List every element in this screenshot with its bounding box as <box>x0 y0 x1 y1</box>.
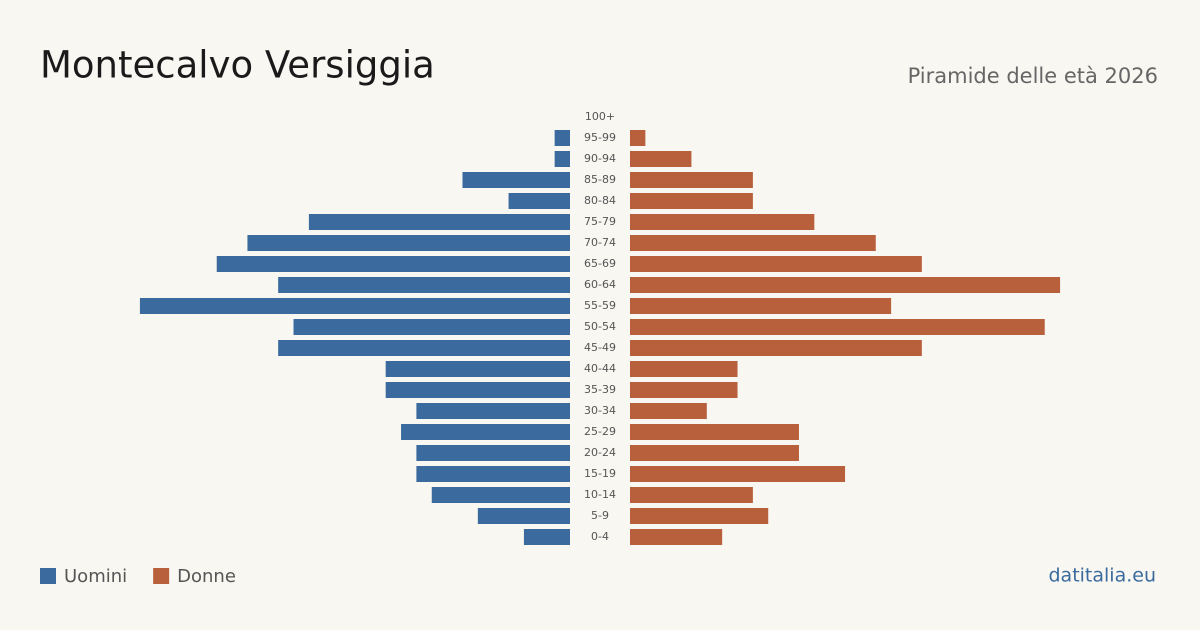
bar <box>630 403 707 419</box>
bar <box>630 298 892 314</box>
bar <box>630 445 799 461</box>
bar <box>385 382 570 398</box>
bar <box>630 151 692 167</box>
bar <box>139 298 571 314</box>
bar <box>278 277 570 293</box>
age-label: 40-44 <box>584 362 616 375</box>
bar <box>630 172 753 188</box>
age-label: 35-39 <box>584 383 616 396</box>
bar <box>416 445 570 461</box>
bar <box>630 214 815 230</box>
bar <box>630 340 922 356</box>
bar <box>431 487 570 503</box>
legend-swatch <box>153 568 170 584</box>
bar <box>630 193 753 209</box>
age-label: 5-9 <box>591 509 609 522</box>
bar <box>630 382 738 398</box>
bar <box>630 130 646 146</box>
legend-label: Uomini <box>64 566 127 587</box>
bar <box>630 361 738 377</box>
bar <box>308 214 570 230</box>
bar <box>216 256 570 272</box>
age-label: 100+ <box>585 110 615 123</box>
bar <box>554 130 570 146</box>
chart-title: Montecalvo Versiggia <box>40 44 435 87</box>
age-label: 95-99 <box>584 131 616 144</box>
age-label: 90-94 <box>584 152 616 165</box>
bar <box>630 508 769 524</box>
bar <box>401 424 570 440</box>
age-label: 25-29 <box>584 425 616 438</box>
age-label: 20-24 <box>584 446 616 459</box>
age-label: 10-14 <box>584 488 616 501</box>
bar <box>630 277 1061 293</box>
age-label: 80-84 <box>584 194 616 207</box>
bar <box>630 487 753 503</box>
age-label: 70-74 <box>584 236 616 249</box>
bar <box>554 151 570 167</box>
bar <box>630 319 1045 335</box>
bar <box>630 466 846 482</box>
bar <box>416 466 570 482</box>
bar <box>293 319 570 335</box>
bar <box>278 340 570 356</box>
age-label: 75-79 <box>584 215 616 228</box>
bar <box>247 235 570 251</box>
chart-subtitle: Piramide delle età 2026 <box>908 64 1158 88</box>
age-label: 55-59 <box>584 299 616 312</box>
age-label: 45-49 <box>584 341 616 354</box>
legend-label: Donne <box>177 566 236 587</box>
bar <box>630 235 876 251</box>
bar <box>416 403 570 419</box>
age-label: 15-19 <box>584 467 616 480</box>
legend-swatch <box>40 568 56 584</box>
bar <box>508 193 570 209</box>
age-label: 85-89 <box>584 173 616 186</box>
bar <box>523 529 570 545</box>
age-label: 30-34 <box>584 404 616 417</box>
age-label: 50-54 <box>584 320 616 333</box>
source[interactable]: datitalia.eu <box>1049 565 1157 587</box>
age-label: 0-4 <box>591 530 609 543</box>
bar <box>385 361 570 377</box>
bar <box>630 529 723 545</box>
age-label: 60-64 <box>584 278 616 291</box>
bar <box>630 256 922 272</box>
bar <box>477 508 570 524</box>
age-label: 65-69 <box>584 257 616 270</box>
bar <box>462 172 570 188</box>
bar <box>630 424 799 440</box>
